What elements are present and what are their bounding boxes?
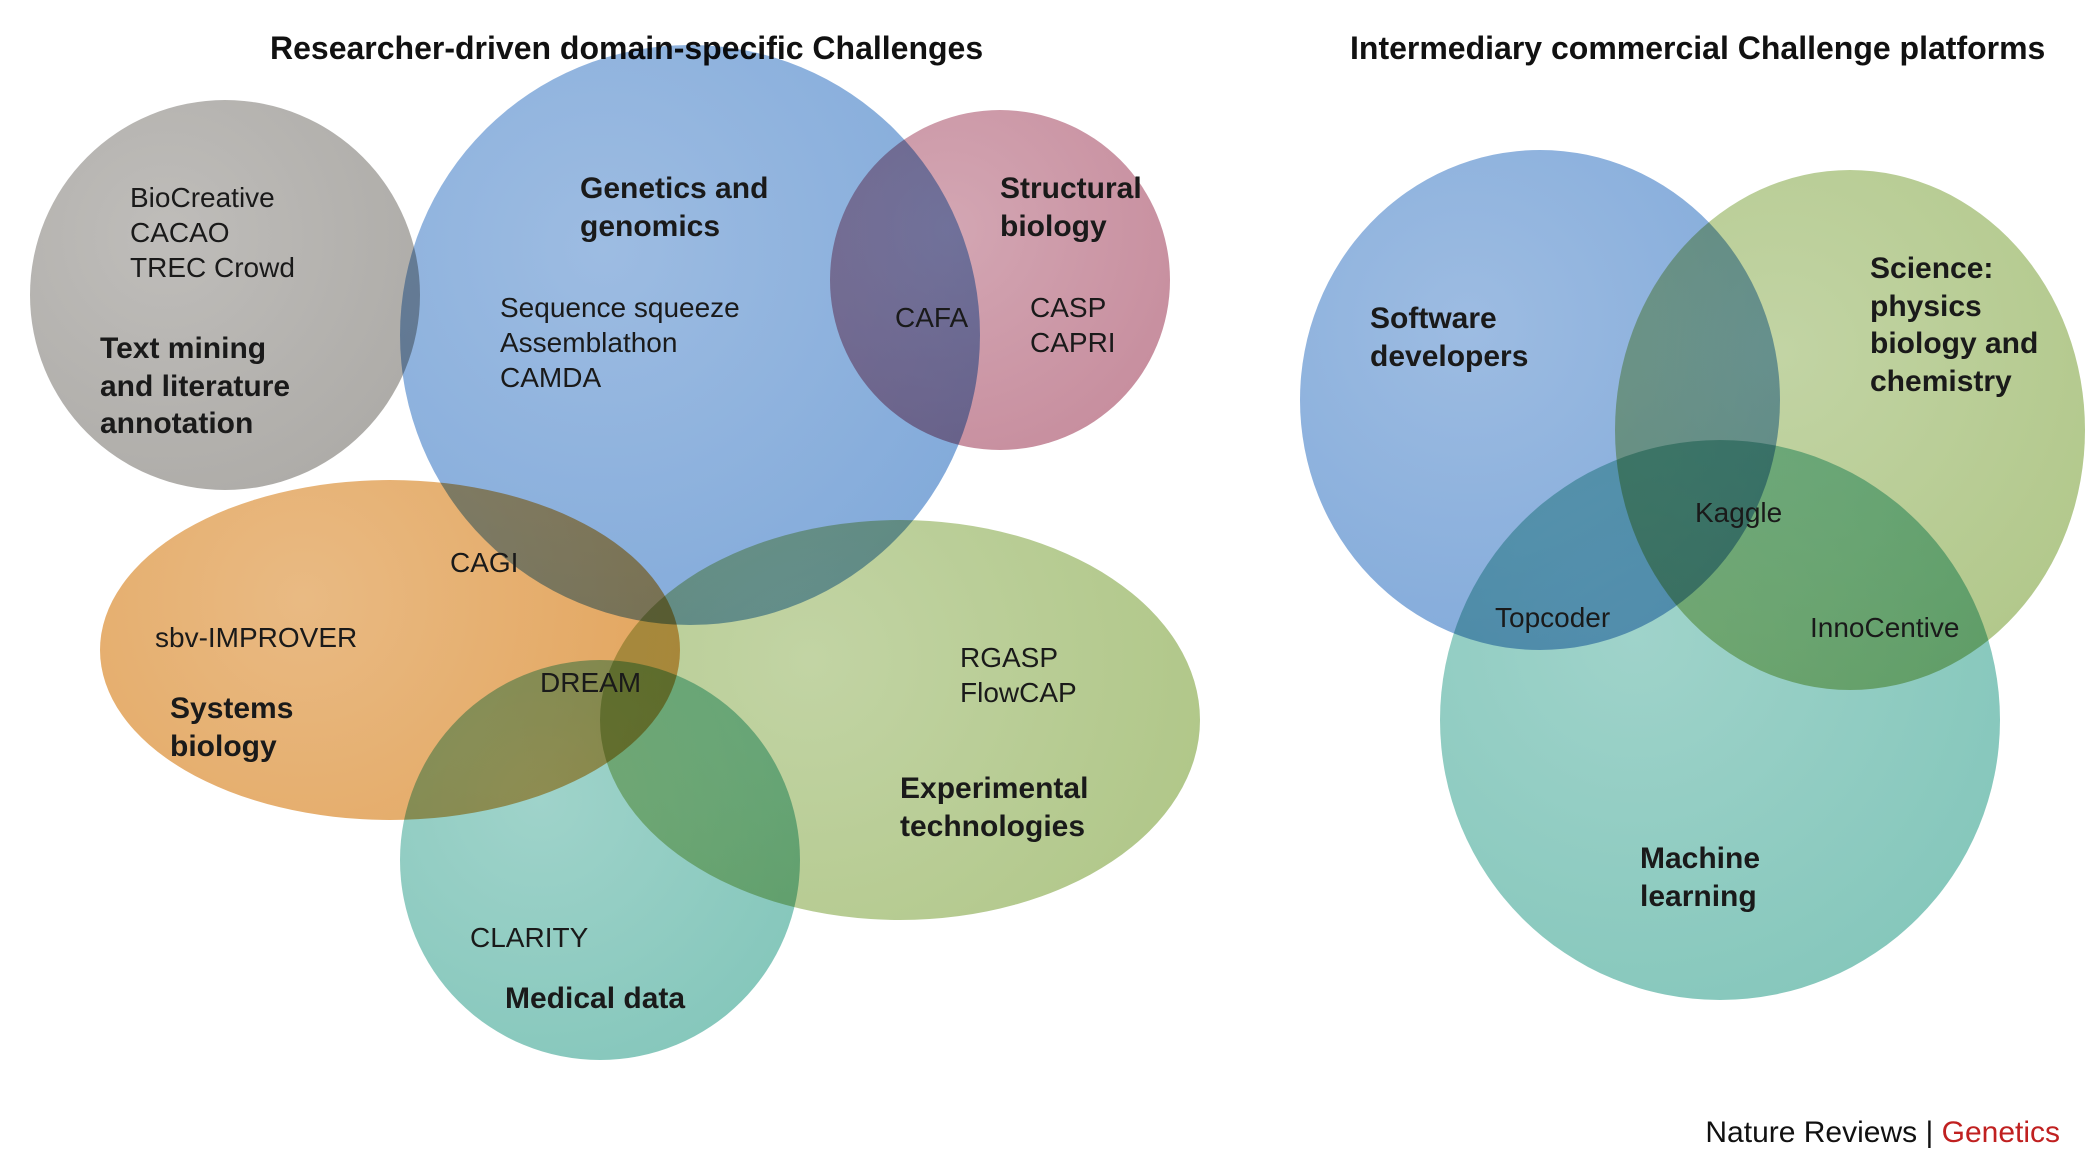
source-credit: Nature Reviews | Genetics <box>1705 1116 2060 1150</box>
label: sbv-IMPROVER <box>155 620 357 655</box>
label: CLARITY <box>470 920 588 955</box>
label: CAFA <box>895 300 968 335</box>
label: Medical data <box>505 980 685 1018</box>
credit-prefix: Nature Reviews | <box>1705 1116 1941 1149</box>
label: DREAM <box>540 665 641 700</box>
label: BioCreative CACAO TREC Crowd <box>130 180 295 285</box>
label: Systems biology <box>170 690 293 765</box>
label: Experimental technologies <box>900 770 1088 845</box>
label: RGASP FlowCAP <box>960 640 1077 710</box>
venn-structural <box>830 110 1170 450</box>
credit-suffix: Genetics <box>1942 1116 2060 1149</box>
label: Structural biology <box>1000 170 1142 245</box>
diagram-canvas: Researcher-driven domain-specific Challe… <box>0 0 2100 1170</box>
label: Science: physics biology and chemistry <box>1870 250 2038 400</box>
label: Text mining and literature annotation <box>100 330 290 443</box>
label: Topcoder <box>1495 600 1610 635</box>
label: Machine learning <box>1640 840 1760 915</box>
label: InnoCentive <box>1810 610 1959 645</box>
label: Kaggle <box>1695 495 1782 530</box>
label: CAGI <box>450 545 518 580</box>
label: Genetics and genomics <box>580 170 768 245</box>
label: CASP CAPRI <box>1030 290 1116 360</box>
label: Software developers <box>1370 300 1528 375</box>
heading-right: Intermediary commercial Challenge platfo… <box>1350 30 2045 67</box>
label: Sequence squeeze Assemblathon CAMDA <box>500 290 740 395</box>
